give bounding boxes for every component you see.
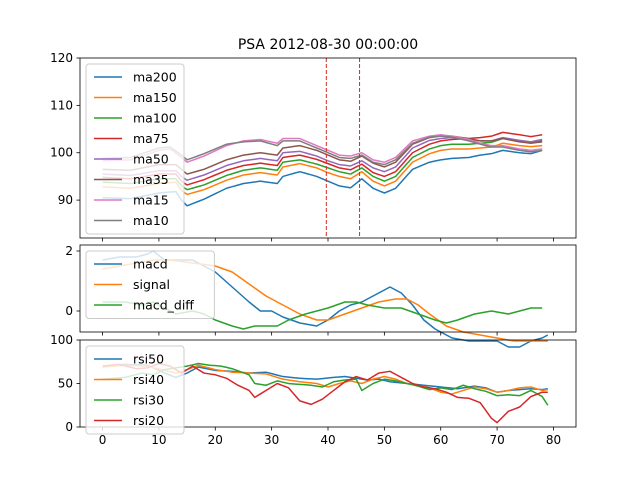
x-tick-label: 40 [320,433,335,447]
y-tick-label: 100 [50,333,73,347]
legend-label-signal: signal [133,277,170,292]
legend-label-rsi30: rsi30 [133,393,164,408]
y-tick-label: 90 [58,193,73,207]
y-tick-label: 110 [50,98,73,112]
legend-label-ma15: ma15 [133,193,169,208]
legend-label-rsi40: rsi40 [133,372,164,387]
legend-box [85,63,185,235]
panel-moving-averages: 90100110120ma200ma150ma100ma75ma50ma35ma… [50,51,577,242]
x-tick-label: 30 [264,433,279,447]
chart-title: PSA 2012-08-30 00:00:00 [238,37,418,53]
x-tick-label: 70 [489,433,504,447]
y-tick-label: 120 [50,51,73,65]
legend-label-ma75: ma75 [133,131,169,146]
x-tick-label: 20 [208,433,223,447]
y-tick-label: 100 [50,146,73,160]
legend-label-ma100: ma100 [133,111,177,126]
y-tick-label: 2 [65,244,73,258]
legend-label-rsi20: rsi20 [133,413,164,428]
x-tick-label: 50 [377,433,392,447]
legend-label-ma200: ma200 [133,70,177,85]
y-tick-label: 0 [65,420,73,434]
legend-moving-averages: ma200 ma150 ma100 ma75 ma50 ma35 ma15 ma10 [85,63,185,235]
legend-label-ma50: ma50 [133,152,169,167]
y-tick-label: 50 [58,377,73,391]
legend-rsi: rsi50 rsi40 rsi30 rsi20 [85,345,185,435]
legend-macd: macd signal macd_diff [85,250,215,319]
x-tick-label: 10 [151,433,166,447]
y-tick-label: 0 [65,304,73,318]
legend-label-ma150: ma150 [133,90,177,105]
legend-label-macd_diff: macd_diff [133,298,194,313]
x-tick-label: 60 [433,433,448,447]
x-tick-label: 80 [546,433,561,447]
panel-macd: 0 2 macd signal macd_diff [65,244,577,348]
legend-label-ma35: ma35 [133,172,169,187]
legend-box [85,345,185,435]
legend-label-macd: macd [133,257,168,272]
legend-label-ma10: ma10 [133,213,169,228]
legend-label-rsi50: rsi50 [133,352,164,367]
legend-box [85,250,215,319]
x-tick-label: 0 [99,433,107,447]
